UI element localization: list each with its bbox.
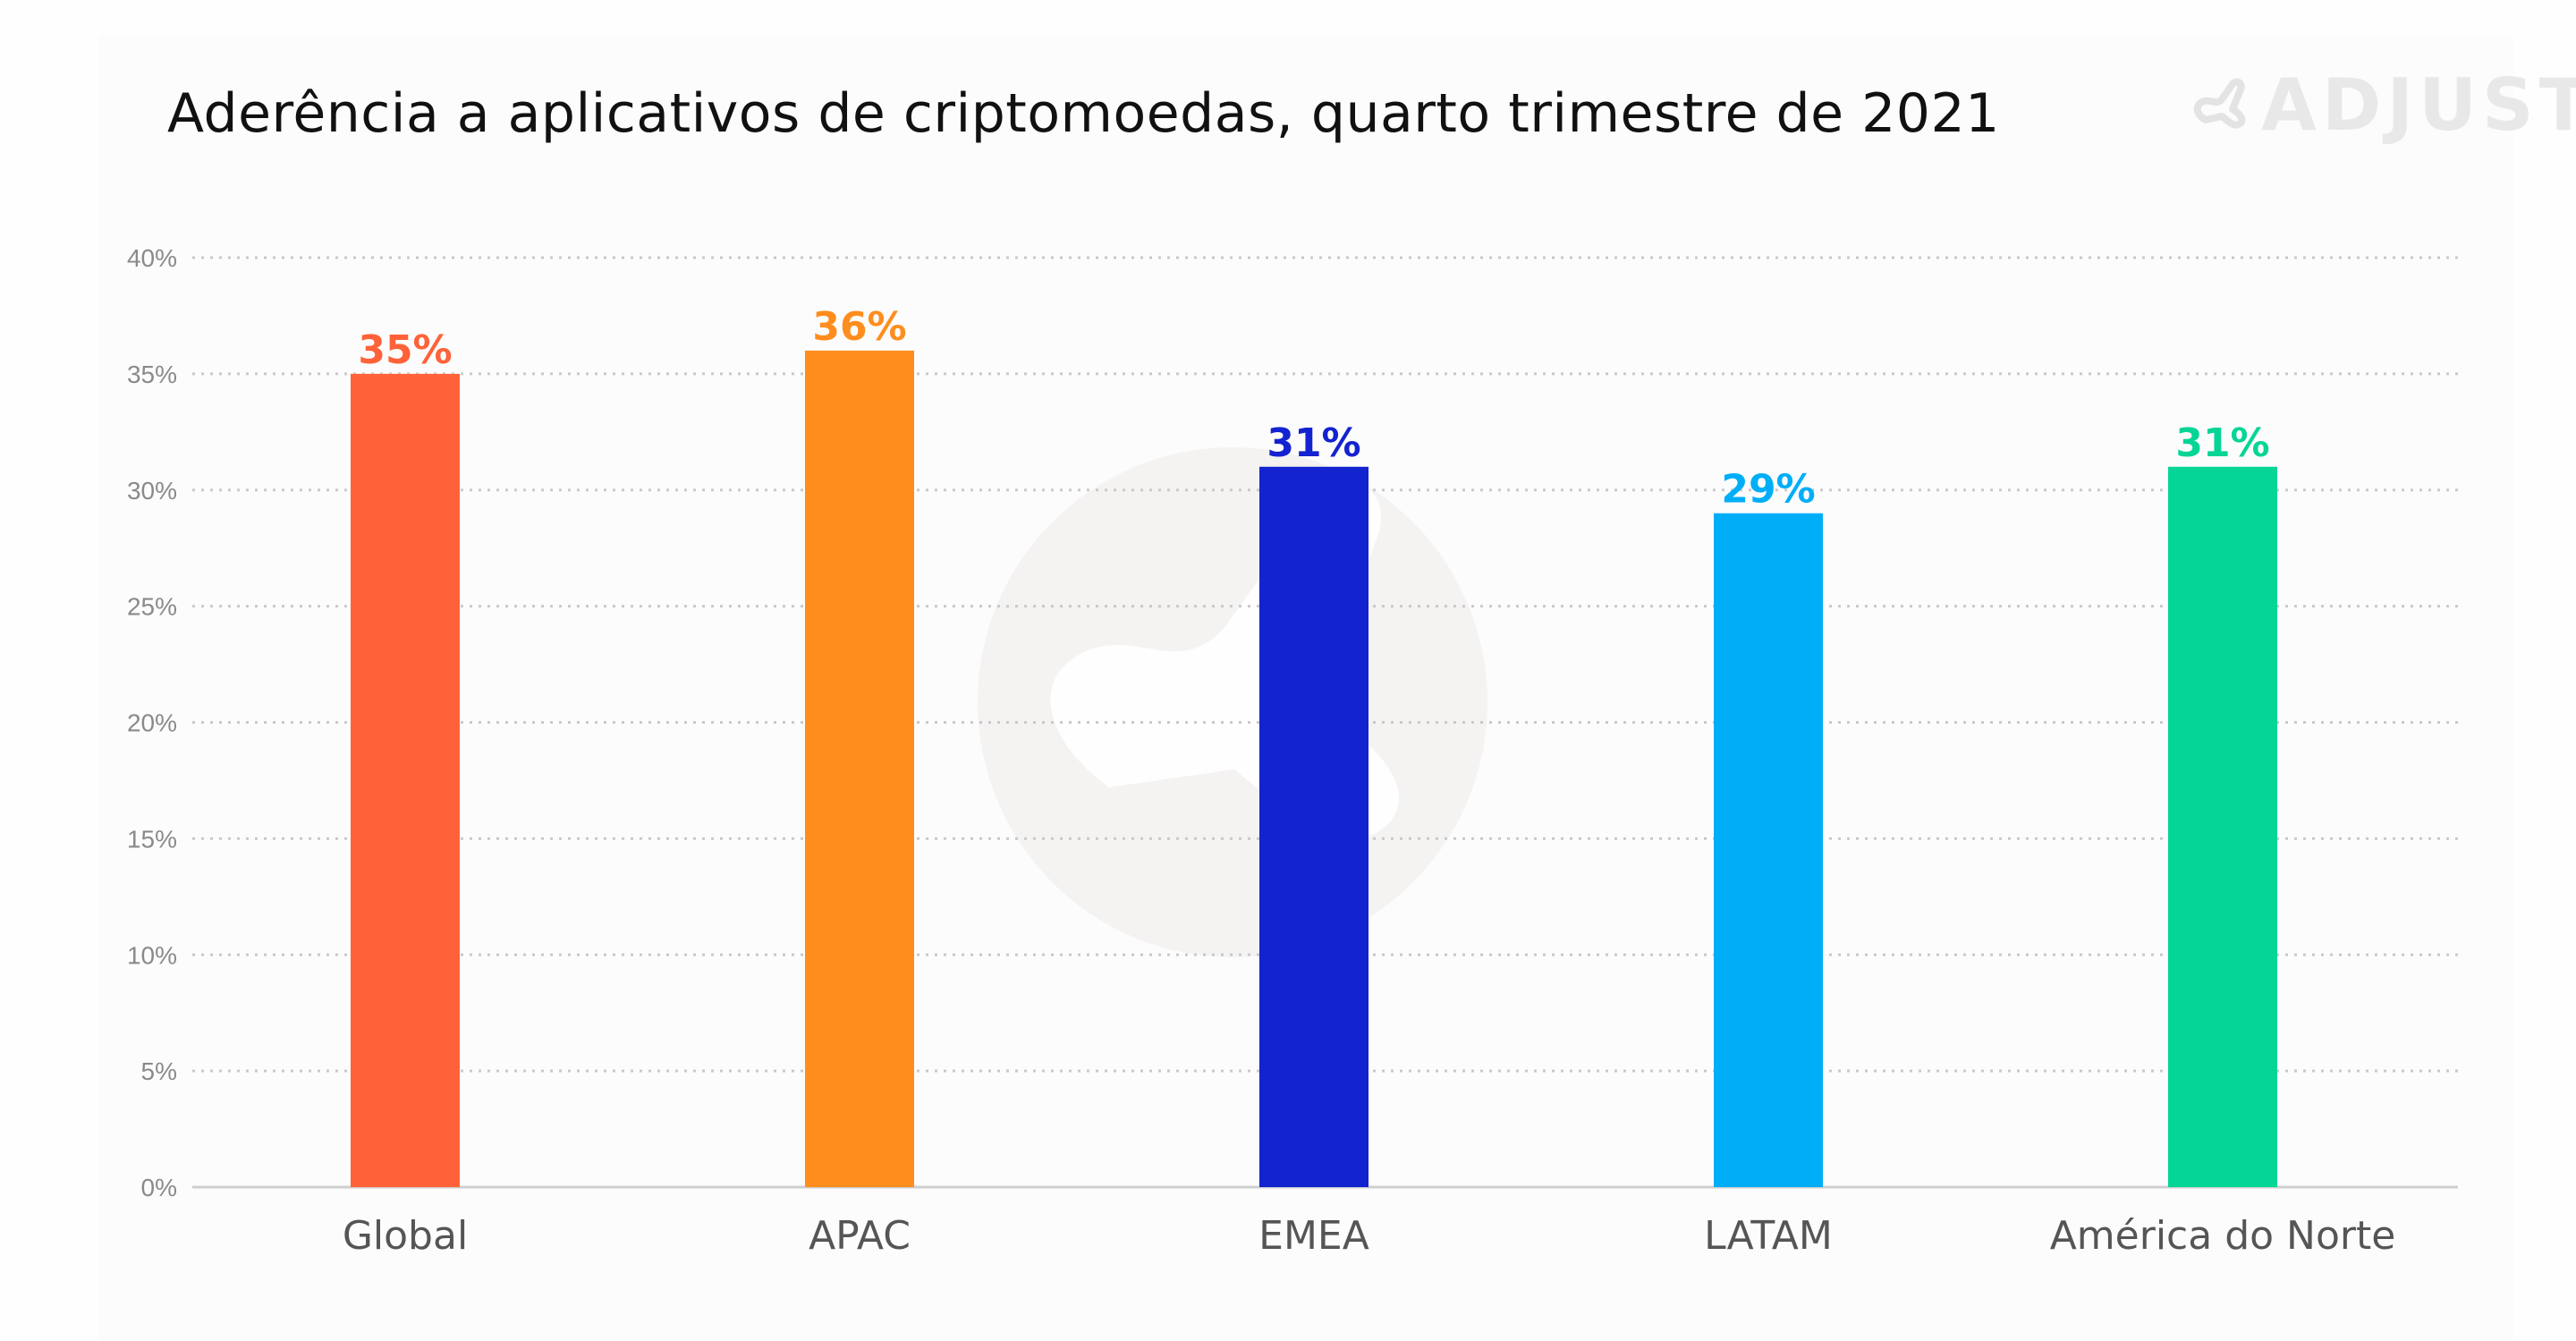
data-label: 36% xyxy=(812,304,906,350)
y-tick-label: 35% xyxy=(127,361,177,388)
brand-logo: ADJUST xyxy=(2190,63,2576,147)
bar xyxy=(2168,466,2277,1187)
chart-title: Aderência a aplicativos de criptomoedas,… xyxy=(167,82,2000,145)
bar xyxy=(1714,513,1823,1187)
y-tick-label: 15% xyxy=(127,825,177,853)
labels: 0% 5% 10% 15% 20% 25% 30% 35% 40% 35% Global 36% APA… xyxy=(127,244,2395,1259)
gridlines xyxy=(192,256,2458,1073)
x-tick-label: EMEA xyxy=(1258,1213,1369,1259)
x-tick-label: América do Norte xyxy=(2050,1213,2396,1259)
data-label: 31% xyxy=(2175,420,2269,466)
bar xyxy=(351,373,460,1187)
y-tick-label: 5% xyxy=(141,1057,177,1085)
data-label: 35% xyxy=(358,327,452,373)
y-tick-label: 10% xyxy=(127,941,177,969)
bars xyxy=(351,350,2277,1187)
x-tick-label: LATAM xyxy=(1704,1213,1833,1259)
x-tick-label: Global xyxy=(343,1213,468,1259)
y-tick-label: 30% xyxy=(127,477,177,505)
adjust-logo-icon xyxy=(2193,78,2246,129)
y-tick-label: 40% xyxy=(127,244,177,272)
adjust-watermark-icon xyxy=(978,447,1487,957)
bar xyxy=(805,350,914,1187)
data-label: 29% xyxy=(1721,467,1815,513)
y-tick-label: 0% xyxy=(141,1174,177,1201)
data-label: 31% xyxy=(1267,420,1360,466)
y-tick-label: 20% xyxy=(127,709,177,737)
x-tick-label: APAC xyxy=(809,1213,911,1259)
bar xyxy=(1259,466,1368,1187)
brand-name: ADJUST xyxy=(2261,63,2576,147)
y-tick-label: 25% xyxy=(127,593,177,621)
